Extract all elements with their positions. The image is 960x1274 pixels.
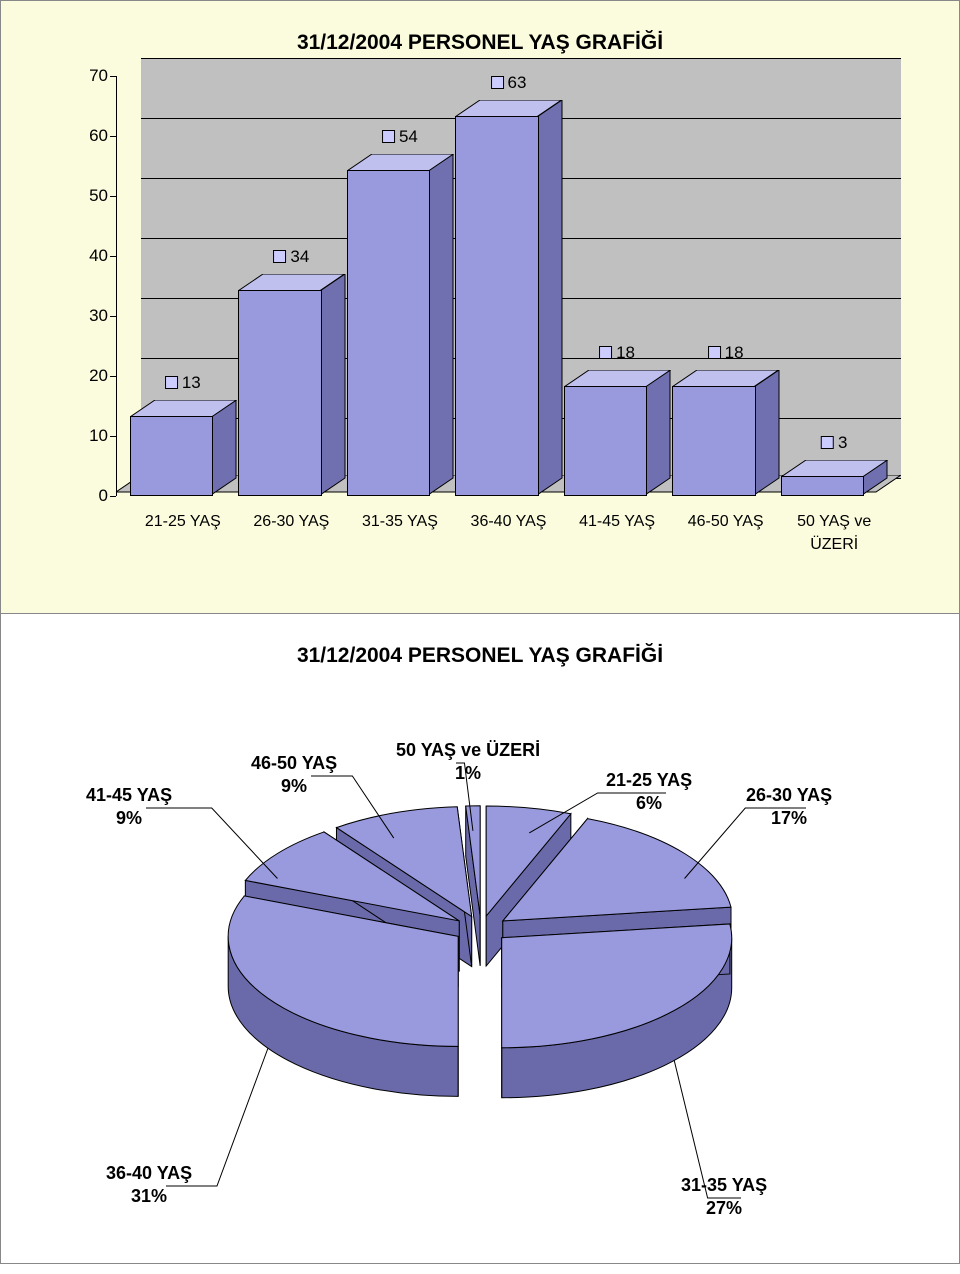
bar-value-label: 13: [165, 373, 201, 393]
pie-label-pct: 31%: [131, 1186, 167, 1206]
y-tick-label: 40: [63, 246, 108, 266]
bar-front: [347, 170, 430, 496]
bar-value-text: 18: [616, 343, 635, 362]
pie-label-text: 26-30 YAŞ: [746, 785, 832, 805]
bar: [781, 461, 887, 496]
bar-side: [428, 154, 454, 496]
legend-marker-icon: [273, 250, 286, 263]
bar: [564, 371, 670, 496]
bar-value-label: 63: [491, 73, 527, 93]
x-axis-label: 36-40 YAŞ: [471, 513, 547, 531]
pie-label-pct: 27%: [706, 1198, 742, 1218]
pie-label-text: 31-35 YAŞ: [681, 1175, 767, 1195]
bars-container: 1321-25 YAŞ3426-30 YAŞ5431-35 YAŞ6336-40…: [116, 76, 901, 496]
bar-front: [455, 116, 538, 496]
pie-slice-label: 31-35 YAŞ 27%: [681, 1174, 767, 1221]
x-axis-label: 46-50 YAŞ: [688, 513, 764, 531]
pie-label-pct: 17%: [771, 808, 807, 828]
y-tick-label: 0: [63, 486, 108, 506]
bar-chart-panel: 31/12/2004 PERSONEL YAŞ GRAFİĞİ 0 10 20 30 4…: [0, 0, 960, 614]
pie-label-pct: 6%: [636, 793, 662, 813]
legend-marker-icon: [382, 130, 395, 143]
x-axis-label: 31-35 YAŞ: [362, 513, 438, 531]
bar: [455, 101, 561, 496]
bar: [238, 275, 344, 496]
bar: [347, 155, 453, 496]
pie-label-text: 50 YAŞ ve ÜZERİ: [396, 740, 540, 760]
x-axis-label: 50 YAŞ ve: [797, 513, 871, 531]
bar-value-label: 18: [599, 343, 635, 363]
x-axis-label: ÜZERİ: [810, 536, 858, 554]
y-tick-label: 20: [63, 366, 108, 386]
y-axis: 010203040506070: [61, 76, 116, 496]
x-axis-label: 26-30 YAŞ: [253, 513, 329, 531]
bar-value-label: 18: [708, 343, 744, 363]
pie-label-pct: 9%: [116, 808, 142, 828]
bar-side: [754, 370, 780, 496]
pie-label-pct: 9%: [281, 776, 307, 796]
bar-value-text: 3: [838, 433, 847, 452]
bar-value-label: 54: [382, 127, 418, 147]
pie-slice-label: 26-30 YAŞ 17%: [746, 784, 832, 831]
pie-svg: [218, 801, 743, 1107]
bar-value-text: 18: [725, 343, 744, 362]
bar-value-label: 34: [273, 247, 309, 267]
bar-front: [238, 290, 321, 496]
bar-value-label: 3: [821, 433, 847, 453]
x-axis-label: 21-25 YAŞ: [145, 513, 221, 531]
bar-front: [672, 386, 755, 496]
bar-front: [130, 416, 213, 496]
bar-front: [781, 476, 864, 496]
pie-chart: 21-25 YAŞ 6% 26-30 YAŞ 17% 31-35 YAŞ 27% 36-40…: [1, 664, 960, 1244]
legend-marker-icon: [165, 376, 178, 389]
legend-marker-icon: [708, 346, 721, 359]
pie-slice-label: 46-50 YAŞ 9%: [251, 752, 337, 799]
pie-slice-label: 21-25 YAŞ 6%: [606, 769, 692, 816]
plot-area: 1321-25 YAŞ3426-30 YAŞ5431-35 YAŞ6336-40…: [116, 76, 901, 496]
bar: [130, 401, 236, 496]
y-tick-label: 60: [63, 126, 108, 146]
bar-side: [645, 370, 671, 496]
pie-label-text: 21-25 YAŞ: [606, 770, 692, 790]
legend-marker-icon: [491, 76, 504, 89]
bar-value-text: 13: [182, 373, 201, 392]
pie-slice-label: 50 YAŞ ve ÜZERİ 1%: [396, 739, 540, 786]
pie-slice-label: 41-45 YAŞ 9%: [86, 784, 172, 831]
gridline: [141, 58, 901, 59]
pie-chart-panel: 31/12/2004 PERSONEL YAŞ GRAFİĞİ 21-25 YA…: [0, 614, 960, 1264]
pie-label-pct: 1%: [455, 763, 481, 783]
y-tick-label: 30: [63, 306, 108, 326]
bar-value-text: 34: [290, 247, 309, 266]
pie-label-text: 36-40 YAŞ: [106, 1163, 192, 1183]
bar-value-text: 63: [508, 73, 527, 92]
legend-marker-icon: [821, 436, 834, 449]
y-tick-label: 50: [63, 186, 108, 206]
legend-marker-icon: [599, 346, 612, 359]
y-tick-label: 10: [63, 426, 108, 446]
bar: [672, 371, 778, 496]
bar-side: [320, 274, 346, 496]
bar-chart-title: 31/12/2004 PERSONEL YAŞ GRAFİĞİ: [31, 31, 929, 55]
y-tick-label: 70: [63, 66, 108, 86]
pie-label-text: 41-45 YAŞ: [86, 785, 172, 805]
bar-value-text: 54: [399, 127, 418, 146]
pie-label-text: 46-50 YAŞ: [251, 753, 337, 773]
bar-chart: 010203040506070 1321-25 YAŞ3426-30 YAŞ54…: [61, 76, 901, 556]
x-axis-label: 41-45 YAŞ: [579, 513, 655, 531]
bar-side: [537, 100, 563, 496]
bar-front: [564, 386, 647, 496]
pie-slice-label: 36-40 YAŞ 31%: [106, 1162, 192, 1209]
